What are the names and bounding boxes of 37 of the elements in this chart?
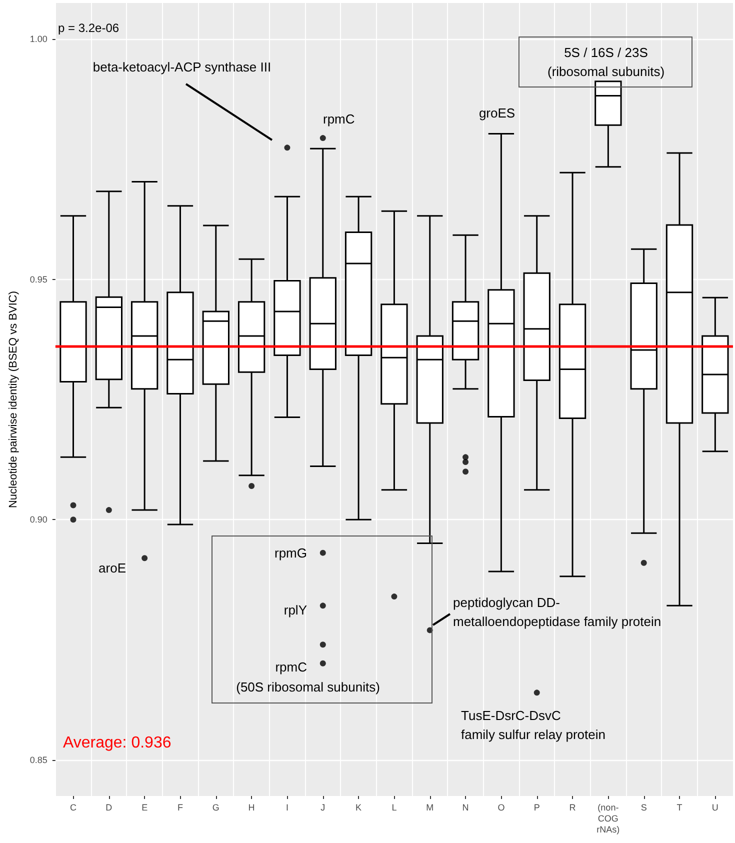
annotation: peptidoglycan DD- metalloendopeptidase family protein [453, 595, 662, 629]
x-tick-label: U [712, 802, 718, 812]
annotation: groES [478, 106, 516, 120]
x-tick-label: T [676, 802, 683, 812]
x-tick-label: S [640, 802, 647, 812]
y-tick-label: 1.00 [30, 34, 48, 44]
x-tick-label: L [392, 802, 397, 812]
ref-line-label: Average: 0.936 [63, 734, 172, 752]
annotation: TusE-DsrC-DsvC family sulfur relay protein [461, 708, 606, 742]
y-axis-title: Nucleotide pairwise identity (BSEQ vs BVIC) [8, 290, 20, 508]
x-tick-label: (non- COG rNAs) [596, 802, 620, 834]
x-tick-label: O [498, 802, 505, 812]
annotation: 5S / 16S / 23S (ribosomal subunits) [547, 45, 665, 79]
y-tick-label: 0.90 [30, 514, 48, 525]
x-tick-label: C [70, 802, 77, 812]
annotation: rplY [284, 602, 308, 618]
y-tick-label: 0.85 [30, 754, 48, 765]
x-tick-label: R [569, 802, 576, 812]
x-tick-label: F [177, 802, 184, 812]
x-tick-label: M [426, 802, 434, 812]
x-tick-label: I [286, 802, 288, 812]
x-tick-label: H [248, 802, 255, 812]
y-tick-label: 0.95 [30, 274, 48, 284]
annotation: beta-ketoacyl-ACP synthase III [92, 60, 272, 74]
x-tick-label: P [534, 802, 540, 812]
annotation: rpmC [323, 112, 355, 126]
annotation: (50S ribosomal subunits) [236, 680, 380, 694]
annotation: rpmG [274, 546, 307, 560]
x-tick-label: J [320, 802, 326, 812]
x-tick-label: E [142, 802, 148, 812]
x-tick-label: K [356, 802, 362, 812]
annotation: p = 3.2e-06 [58, 21, 120, 35]
x-tick-label: G [212, 802, 220, 812]
annotation: rpmC [275, 660, 307, 674]
x-tick-label: N [462, 802, 469, 812]
annotation: aroE [98, 560, 126, 576]
x-tick-label: D [106, 802, 113, 812]
